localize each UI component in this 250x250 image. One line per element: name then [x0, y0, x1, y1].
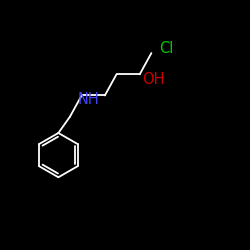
Text: Cl: Cl	[159, 41, 174, 56]
Text: NH: NH	[78, 92, 99, 107]
Text: OH: OH	[142, 72, 164, 86]
